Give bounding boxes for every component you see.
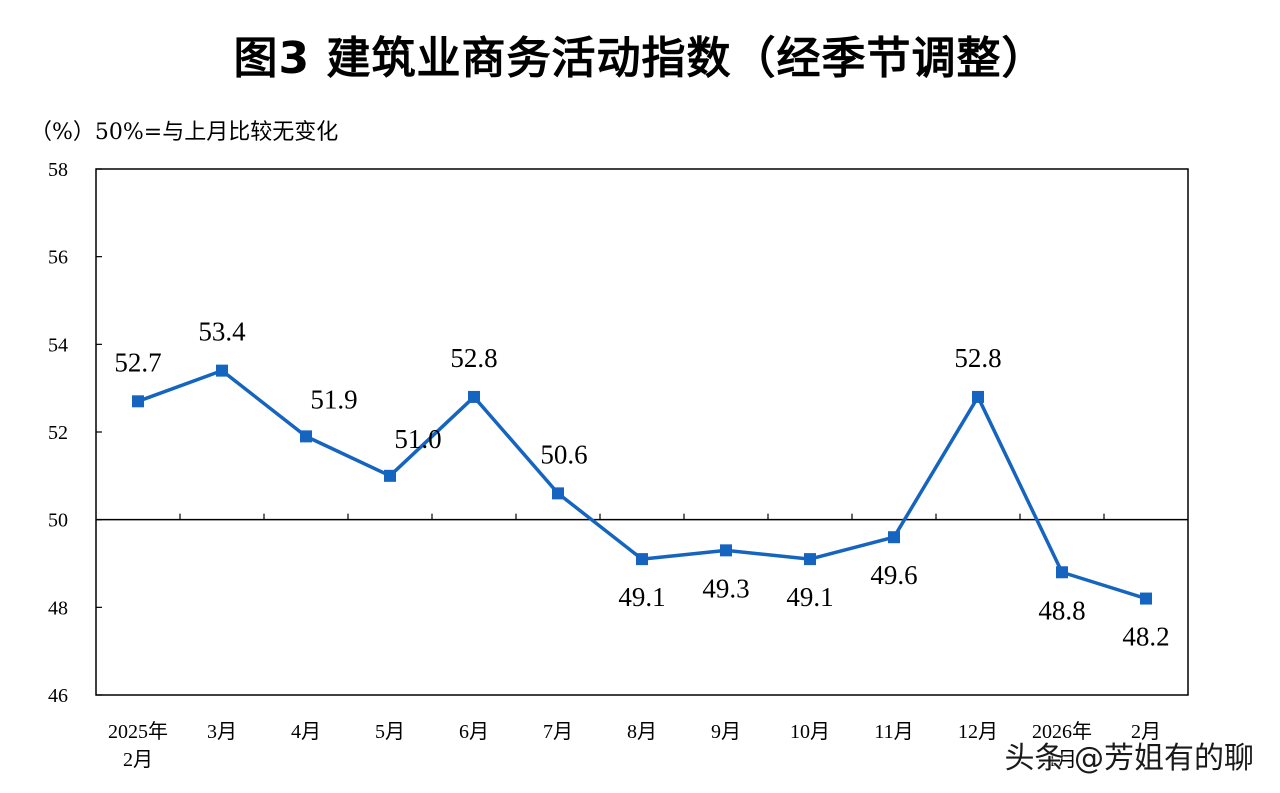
y-tick-label-54: 54 (48, 334, 68, 356)
point-marker-10 (972, 390, 984, 403)
data-label-0: 52.7 (114, 347, 161, 377)
point-marker-12 (1140, 592, 1152, 605)
point-marker-3 (384, 469, 396, 482)
data-label-9: 49.6 (870, 560, 917, 590)
y-tick-label-48: 48 (48, 597, 68, 619)
x-tick-label-2: 4月 (291, 721, 321, 743)
data-label-11: 48.8 (1038, 595, 1085, 625)
y-tick-label-52: 52 (48, 422, 68, 444)
y-tick-label-58: 58 (48, 159, 68, 181)
x-tick-label-11-0: 2026年 (1032, 720, 1092, 743)
data-label-12: 48.2 (1122, 622, 1169, 652)
point-marker-4 (468, 390, 480, 403)
point-marker-5 (552, 487, 564, 500)
x-tick-label-0-1: 2月 (123, 749, 153, 771)
point-marker-11 (1056, 566, 1068, 579)
point-marker-1 (216, 364, 228, 377)
plot-frame (95, 168, 1189, 696)
point-marker-6 (636, 553, 648, 566)
point-marker-0 (132, 395, 144, 408)
x-tick-label-9: 11月 (874, 721, 913, 743)
x-tick-label-10: 12月 (958, 721, 998, 743)
data-label-4: 52.8 (450, 343, 497, 373)
x-tick-label-7: 9月 (711, 721, 741, 743)
x-tick-label-1: 3月 (207, 721, 237, 743)
point-marker-8 (804, 553, 816, 566)
x-tick-label-6: 8月 (627, 721, 657, 743)
data-label-3: 51.0 (394, 424, 441, 454)
data-label-6: 49.1 (618, 582, 665, 612)
y-tick-label-56: 56 (48, 247, 68, 269)
x-tick-label-12: 2月 (1131, 721, 1161, 743)
data-label-8: 49.1 (786, 582, 833, 612)
data-label-2: 51.9 (310, 384, 357, 414)
data-label-5: 50.6 (540, 439, 587, 469)
x-tick-label-8: 10月 (790, 721, 830, 743)
y-axis-unit-note: （%）50%=与上月比较无变化 (30, 120, 339, 145)
watermark: 头条 @芳姐有的聊 (1004, 741, 1254, 776)
point-marker-7 (720, 544, 732, 557)
x-tick-label-3: 5月 (375, 721, 405, 743)
y-tick-label-50: 50 (48, 510, 68, 532)
x-tick-label-5: 7月 (543, 721, 573, 743)
point-marker-9 (888, 531, 900, 544)
data-label-1: 53.4 (198, 317, 246, 347)
data-label-10: 52.8 (954, 343, 1001, 373)
x-tick-label-4: 6月 (459, 721, 489, 743)
chart-title: 图3 建筑业商务活动指数（经季节调整） (233, 33, 1047, 84)
x-tick-label-0-0: 2025年 (108, 720, 168, 743)
data-label-7: 49.3 (702, 573, 749, 603)
y-tick-label-46: 46 (48, 685, 68, 707)
point-marker-2 (300, 430, 312, 443)
x-tick-label-11-1: 1月 (1047, 749, 1077, 771)
